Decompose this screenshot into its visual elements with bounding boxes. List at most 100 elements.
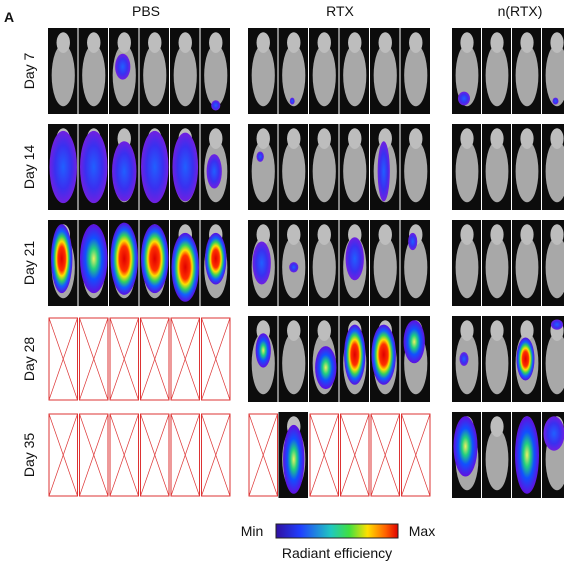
- mouse-head: [178, 32, 192, 53]
- mouse-head: [256, 224, 270, 245]
- mouse: [312, 236, 336, 299]
- mouse-head: [490, 416, 504, 437]
- signal: [371, 324, 396, 385]
- signal: [211, 100, 221, 111]
- mouse-head: [56, 32, 70, 53]
- missing-cell: [140, 413, 170, 497]
- mouse: [82, 44, 106, 107]
- mouse: [485, 236, 509, 299]
- missing-cell: [201, 317, 231, 401]
- signal: [459, 352, 469, 366]
- mouse: [51, 44, 75, 107]
- mouse-head: [460, 32, 474, 53]
- mouse-head: [317, 128, 331, 149]
- colorbar-title: Radiant efficiency: [282, 545, 392, 561]
- missing-cross: [170, 317, 200, 401]
- missing-cross: [109, 317, 139, 401]
- mouse-head: [490, 128, 504, 149]
- panel-label: A: [4, 9, 14, 25]
- mouse: [455, 44, 479, 107]
- signal: [408, 232, 418, 251]
- mouse-head: [490, 32, 504, 53]
- missing-cell: [79, 413, 109, 497]
- row-label: Day 21: [21, 241, 37, 286]
- mouse: [404, 236, 428, 299]
- signal: [453, 416, 478, 477]
- signal: [289, 97, 295, 105]
- missing-cell: [340, 413, 370, 497]
- mouse: [143, 44, 167, 107]
- mouse-head: [550, 224, 564, 245]
- missing-cell: [48, 317, 78, 401]
- missing-cross: [309, 413, 339, 497]
- mouse-head: [287, 224, 301, 245]
- missing-cross: [201, 413, 231, 497]
- signal: [205, 232, 227, 285]
- mouse-head: [378, 224, 392, 245]
- signal: [377, 141, 390, 202]
- missing-cross: [79, 317, 109, 401]
- mouse-head: [378, 32, 392, 53]
- signal: [80, 224, 108, 294]
- colorbar-max: Max: [409, 523, 435, 539]
- mouse: [545, 236, 564, 299]
- colorbar: [275, 523, 399, 539]
- missing-cross: [79, 413, 109, 497]
- group-label: n(RTX): [498, 3, 543, 19]
- mouse: [404, 44, 428, 107]
- image-grid: [48, 28, 564, 498]
- mouse: [282, 140, 306, 203]
- mouse-head: [409, 128, 423, 149]
- missing-cross: [340, 413, 370, 497]
- missing-cross: [248, 413, 278, 497]
- missing-cell: [201, 413, 231, 497]
- mouse: [312, 140, 336, 203]
- signal: [283, 424, 305, 494]
- mouse: [373, 44, 397, 107]
- missing-cell: [140, 317, 170, 401]
- missing-cell: [170, 317, 200, 401]
- signal: [315, 346, 337, 390]
- row-label: Day 28: [21, 337, 37, 382]
- mouse-head: [550, 128, 564, 149]
- signal: [552, 97, 559, 105]
- mouse-head: [317, 32, 331, 53]
- signal: [171, 232, 199, 302]
- mouse-head: [490, 320, 504, 341]
- missing-cell: [48, 413, 78, 497]
- mouse-head: [409, 32, 423, 53]
- missing-cross: [170, 413, 200, 497]
- mouse-head: [460, 224, 474, 245]
- missing-cell: [370, 413, 400, 497]
- mouse: [515, 236, 539, 299]
- signal: [110, 222, 138, 295]
- mouse: [545, 44, 564, 107]
- missing-cross: [140, 317, 170, 401]
- mouse: [373, 236, 397, 299]
- signal: [289, 262, 299, 273]
- row-label: Day 7: [21, 53, 37, 90]
- missing-cross: [201, 317, 231, 401]
- missing-cell: [309, 413, 339, 497]
- mouse: [485, 332, 509, 395]
- mouse-head: [256, 32, 270, 53]
- mouse-head: [460, 320, 474, 341]
- missing-cell: [401, 413, 431, 497]
- signal: [551, 319, 563, 330]
- missing-cross: [109, 413, 139, 497]
- mouse: [173, 44, 197, 107]
- signal: [256, 151, 264, 162]
- mouse-head: [520, 320, 534, 341]
- mouse-head: [209, 32, 223, 53]
- signal: [49, 130, 77, 204]
- row-label: Day 14: [21, 145, 37, 190]
- signal: [345, 237, 364, 281]
- signal: [206, 154, 222, 189]
- mouse-head: [317, 224, 331, 245]
- signal: [80, 130, 108, 204]
- mouse: [312, 44, 336, 107]
- missing-cross: [48, 413, 78, 497]
- signal: [112, 141, 137, 202]
